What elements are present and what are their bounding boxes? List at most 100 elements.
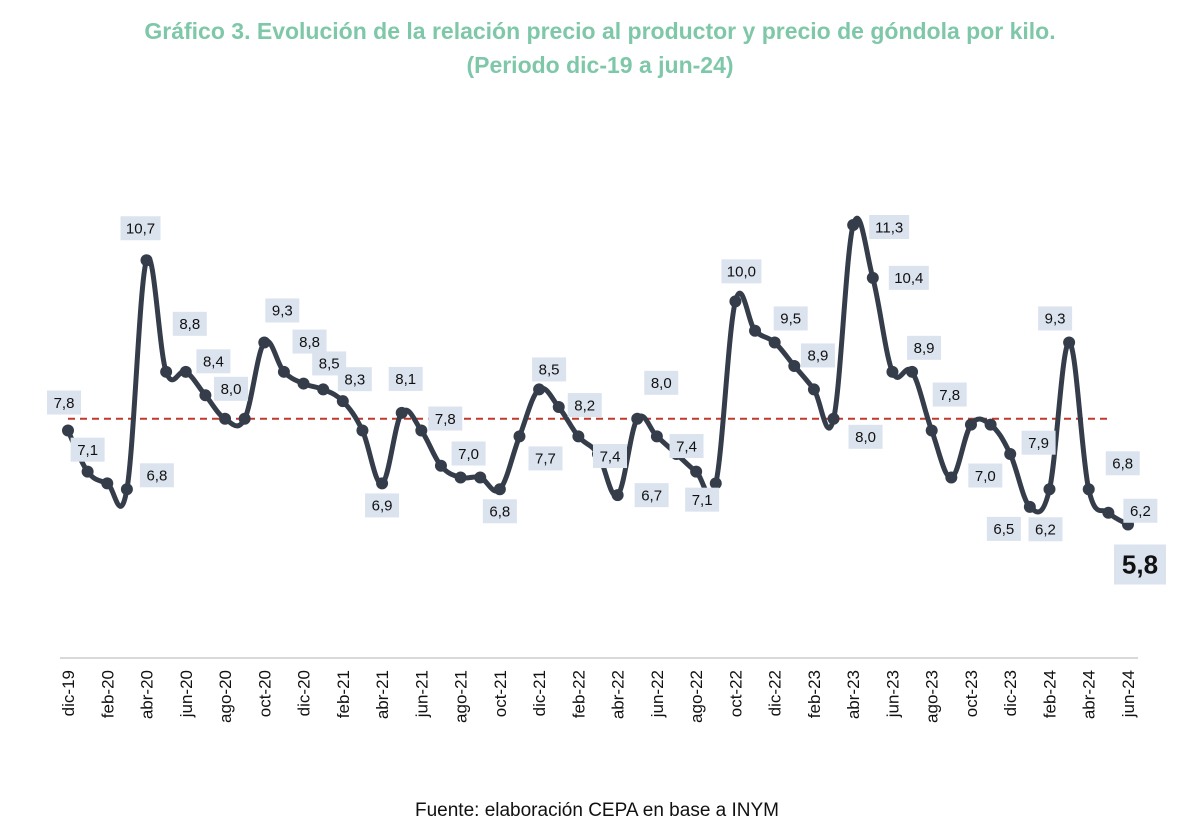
data-label-text: 6,8 [146, 468, 167, 485]
data-point [434, 459, 447, 472]
data-label-text: 8,0 [651, 375, 672, 392]
data-label: 7,4 [669, 434, 704, 459]
data-label-text: 8,8 [299, 334, 320, 351]
data-label: 8,0 [214, 376, 249, 401]
data-label-bg [1105, 451, 1140, 476]
x-tick-label: oct-20 [255, 670, 274, 717]
data-label-bg [1021, 430, 1056, 455]
data-label: 8,8 [292, 329, 327, 354]
data-label: 7,0 [451, 441, 486, 466]
data-point [317, 383, 330, 396]
data-label-text: 6,8 [489, 504, 510, 521]
data-point [1004, 448, 1017, 461]
data-point [356, 424, 369, 437]
data-label-bg [593, 444, 627, 469]
data-label-last: 5,8 [1114, 544, 1166, 585]
data-label-text: 8,5 [319, 356, 340, 373]
data-label-bg [337, 367, 372, 392]
data-point [984, 418, 997, 431]
data-point [415, 424, 428, 437]
data-label-bg [685, 487, 720, 512]
chart-title-block: Gráfico 3. Evolución de la relación prec… [0, 14, 1200, 82]
data-label-bg [292, 329, 327, 354]
data-label-text: 6,5 [993, 521, 1014, 538]
data-label: 8,9 [800, 343, 835, 368]
data-point [807, 383, 820, 396]
chart-subtitle: (Periodo dic-19 a jun-24) [466, 52, 734, 78]
data-label-text: 9,3 [272, 303, 293, 320]
data-point [297, 377, 310, 390]
x-tick-label: abr-22 [609, 670, 628, 719]
data-label-text: 7,8 [939, 387, 960, 404]
data-label-text: 8,4 [203, 354, 224, 371]
data-label-text: 8,5 [539, 362, 560, 379]
data-label: 8,5 [532, 357, 567, 382]
data-label-text: 8,2 [574, 397, 595, 414]
data-label: 7,8 [932, 382, 967, 407]
data-label-bg [800, 343, 835, 368]
data-point [552, 401, 565, 414]
data-label-bg [47, 390, 81, 415]
data-label: 7,8 [428, 406, 463, 431]
data-point [101, 477, 114, 490]
x-tick-label: ago-21 [452, 670, 471, 723]
x-tick-label: feb-24 [1040, 670, 1059, 718]
data-label-bg [388, 366, 423, 391]
data-label: 7,0 [968, 463, 1003, 488]
data-label-text: 8,0 [221, 381, 242, 398]
x-tick-label: dic-22 [766, 670, 785, 716]
data-point [611, 489, 624, 502]
data-labels: 7,87,16,810,78,88,48,09,38,88,58,36,98,1… [47, 215, 1166, 585]
x-tick-label: feb-23 [805, 670, 824, 718]
data-label-text: 7,0 [458, 446, 479, 463]
data-label-bg [1123, 498, 1158, 523]
data-point [1063, 336, 1076, 349]
data-label-bg [70, 437, 105, 462]
data-label: 6,2 [1123, 498, 1158, 523]
data-label-bg [634, 483, 669, 508]
data-label: 8,4 [196, 349, 231, 374]
data-point [376, 477, 389, 490]
source-note: Fuente: elaboración CEPA en base a INYM [414, 800, 780, 821]
data-point [513, 430, 526, 443]
data-label-bg [773, 306, 808, 331]
data-label-text: 7,8 [435, 411, 456, 428]
data-label-text: 5,8 [1122, 550, 1158, 580]
data-point [1043, 483, 1056, 496]
data-point [474, 471, 487, 484]
x-tick-label: jun-23 [883, 670, 902, 718]
data-label: 10,7 [120, 216, 161, 241]
x-tick-label: jun-21 [412, 670, 431, 718]
data-point [788, 359, 801, 372]
data-label-bg [428, 406, 463, 431]
data-point [886, 365, 899, 378]
data-label: 8,8 [172, 311, 207, 336]
data-label: 11,3 [869, 215, 910, 239]
data-label-bg [532, 357, 567, 382]
data-label-text: 8,1 [395, 371, 416, 388]
x-tick-label: ago-20 [216, 670, 235, 723]
data-point [866, 271, 879, 284]
x-tick-label: jun-20 [177, 670, 196, 718]
data-point [749, 324, 762, 337]
data-point [650, 430, 663, 443]
data-label-bg [482, 499, 517, 524]
data-point [1082, 483, 1095, 496]
x-tick-label: ago-22 [687, 670, 706, 723]
x-tick-label: dic-21 [530, 670, 549, 716]
data-point [199, 389, 212, 402]
data-label: 10,0 [721, 259, 762, 284]
data-label-bg [888, 265, 929, 290]
data-label-text: 7,8 [54, 395, 75, 412]
x-tick-label: abr-23 [844, 670, 863, 719]
data-label-bg [528, 446, 563, 471]
data-label-text: 8,9 [807, 348, 828, 365]
data-point [120, 483, 133, 496]
data-label: 7,8 [47, 390, 81, 415]
data-label-bg [644, 370, 679, 395]
x-tick-label: dic-20 [295, 670, 314, 716]
x-tick-label: feb-21 [334, 670, 353, 718]
data-point [179, 365, 192, 378]
data-label: 8,0 [644, 370, 679, 395]
data-label: 8,3 [337, 367, 372, 392]
